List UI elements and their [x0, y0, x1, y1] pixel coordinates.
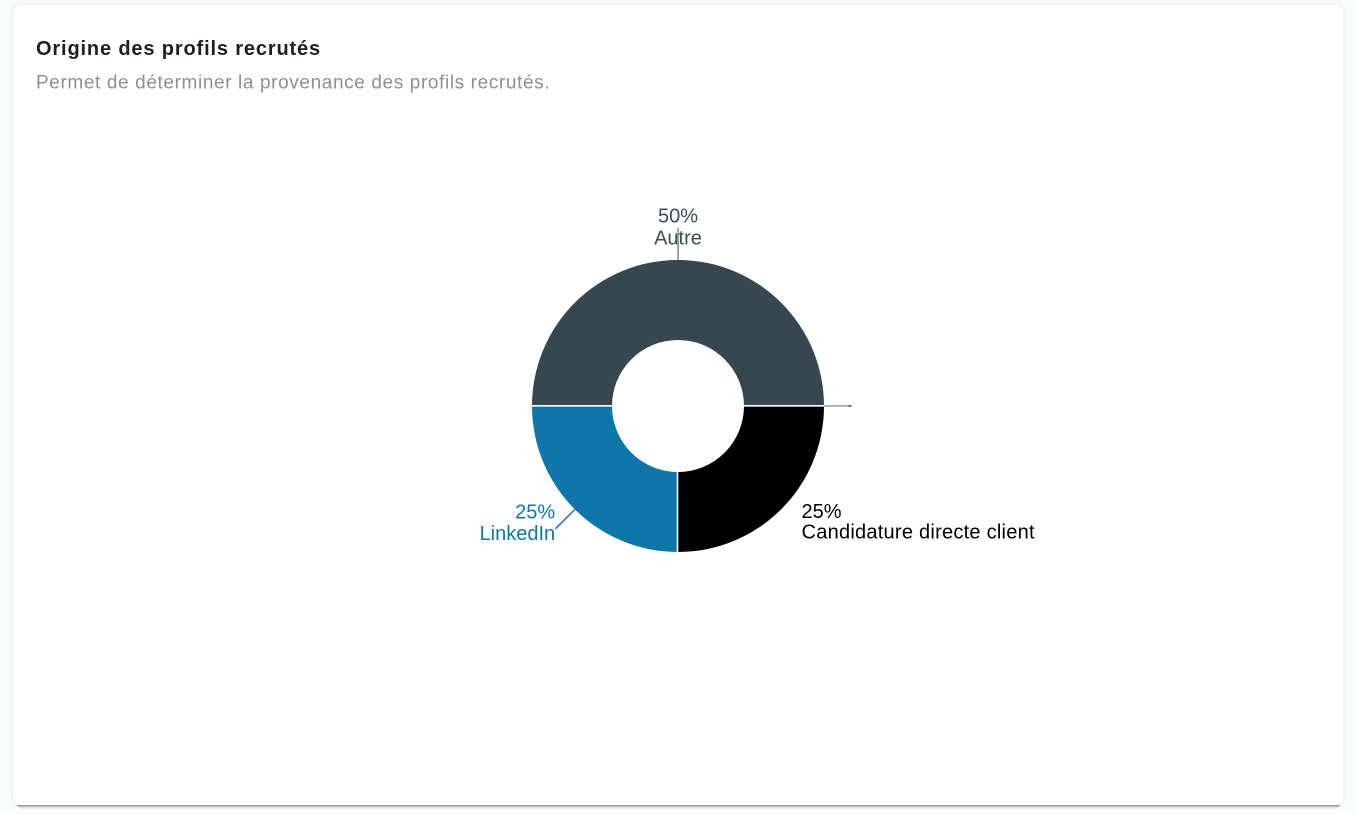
svg-text:LinkedIn: LinkedIn [480, 523, 556, 545]
svg-text:Autre: Autre [654, 228, 702, 250]
svg-text:Candidature directe client: Candidature directe client [802, 522, 1035, 544]
svg-text:25%: 25% [802, 501, 842, 523]
svg-text:50%: 50% [658, 205, 698, 227]
svg-text:Permet de déterminer la proven: Permet de déterminer la provenance des p… [36, 73, 550, 94]
svg-text:Origine des profils recrutés: Origine des profils recrutés [36, 38, 321, 60]
svg-text:25%: 25% [515, 501, 555, 523]
